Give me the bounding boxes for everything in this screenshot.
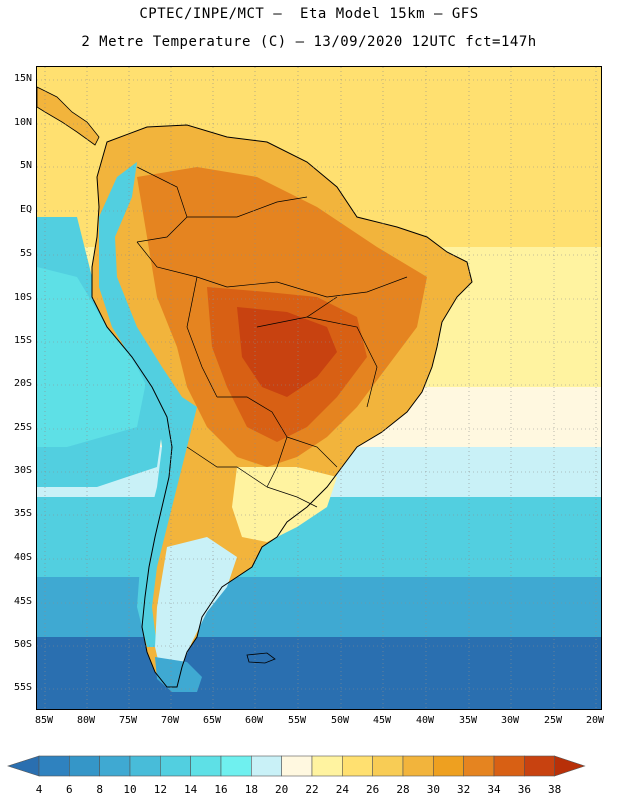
ocean-band-colder xyxy=(37,637,601,709)
color-scale-swatch xyxy=(190,755,222,777)
latitude-label: 45S xyxy=(13,596,32,607)
color-scale-bar xyxy=(7,755,586,777)
color-scale-label: 16 xyxy=(214,783,228,796)
longitude-label: 50W xyxy=(330,715,350,726)
ocean-band-cold xyxy=(37,577,601,637)
temperature-map[interactable] xyxy=(36,66,602,710)
country-borders xyxy=(136,166,408,508)
longitude-label: 30W xyxy=(500,715,520,726)
latitude-label: 10S xyxy=(13,292,32,303)
color-scale-swatch xyxy=(463,755,495,777)
latitude-label: 40S xyxy=(13,552,32,563)
hottest-core xyxy=(237,307,337,397)
longitude-label: 75W xyxy=(118,715,138,726)
latitude-label: 15S xyxy=(13,335,32,346)
color-scale-label: 28 xyxy=(396,783,410,796)
map-canvas xyxy=(37,67,601,709)
color-scale-swatch xyxy=(493,755,525,777)
latitude-label: 50S xyxy=(13,639,32,650)
color-scale-label: 6 xyxy=(66,783,73,796)
longitude-label: 35W xyxy=(458,715,478,726)
color-scale-swatch xyxy=(342,755,373,777)
longitude-label: 65W xyxy=(202,715,222,726)
color-scale-high-arrow xyxy=(554,755,586,777)
patagonia-tip xyxy=(155,657,202,692)
latitude-label: 25S xyxy=(13,422,32,433)
longitude-label: 70W xyxy=(160,715,180,726)
color-scale-swatch xyxy=(160,755,191,777)
color-scale-label: 8 xyxy=(96,783,103,796)
south-cone-mild xyxy=(232,467,337,542)
latitude-label: 5N xyxy=(19,160,32,171)
latitude-label: EQ xyxy=(19,204,32,215)
color-scale-swatch xyxy=(524,755,555,777)
map-title-line-2: 2 Metre Temperature (C) – 13/09/2020 12U… xyxy=(81,34,537,50)
andes-cold xyxy=(99,162,197,647)
color-scale-swatch xyxy=(129,755,161,777)
color-scale-label: 10 xyxy=(123,783,137,796)
color-scale-swatch xyxy=(402,755,434,777)
latitude-label: 55S xyxy=(13,682,32,693)
longitude-label: 20W xyxy=(585,715,605,726)
color-scale-label: 24 xyxy=(335,783,349,796)
falkland-islands xyxy=(246,652,276,664)
longitude-label: 25W xyxy=(543,715,563,726)
longitude-label: 40W xyxy=(415,715,435,726)
latitude-label: 15N xyxy=(13,73,32,84)
latitude-label: 10N xyxy=(13,117,32,128)
color-scale-swatch xyxy=(38,755,70,777)
color-scale-swatch xyxy=(311,755,343,777)
latitude-label: 35S xyxy=(13,508,32,519)
latitude-label: 20S xyxy=(13,378,32,389)
longitude-label: 55W xyxy=(287,715,307,726)
longitude-label: 80W xyxy=(76,715,96,726)
longitude-label: 60W xyxy=(244,715,264,726)
color-scale-label: 4 xyxy=(35,783,43,796)
color-scale-swatch xyxy=(372,755,404,777)
color-scale-swatch xyxy=(281,755,313,777)
pacific-cool-current-inner xyxy=(37,267,147,447)
color-scale-label: 30 xyxy=(426,783,440,796)
color-scale-label: 22 xyxy=(305,783,319,796)
color-scale-swatch xyxy=(251,755,282,777)
latitude-label: 30S xyxy=(13,465,32,476)
color-scale-label: 34 xyxy=(487,783,501,796)
coastline xyxy=(91,124,473,688)
color-scale-label: 20 xyxy=(275,783,289,796)
color-scale-label: 12 xyxy=(153,783,167,796)
longitude-label: 45W xyxy=(372,715,392,726)
central-america xyxy=(37,86,100,146)
color-scale-swatch xyxy=(69,755,100,777)
graticule xyxy=(37,67,601,709)
color-scale-low-arrow xyxy=(7,755,40,777)
color-scale-swatch xyxy=(433,755,464,777)
color-scale-label: 18 xyxy=(244,783,258,796)
color-scale-swatch xyxy=(220,755,252,777)
longitude-label: 85W xyxy=(34,715,54,726)
map-title-line-1: CPTEC/INPE/MCT – Eta Model 15km – GFS xyxy=(139,6,479,22)
color-scale-label: 32 xyxy=(457,783,471,796)
color-scale-label: 38 xyxy=(548,783,562,796)
patagonia-cool xyxy=(155,537,237,677)
color-scale-label: 36 xyxy=(517,783,531,796)
color-scale-label: 26 xyxy=(366,783,380,796)
latitude-label: 5S xyxy=(19,248,32,259)
color-scale-swatch xyxy=(99,755,131,777)
color-scale-label: 14 xyxy=(184,783,198,796)
